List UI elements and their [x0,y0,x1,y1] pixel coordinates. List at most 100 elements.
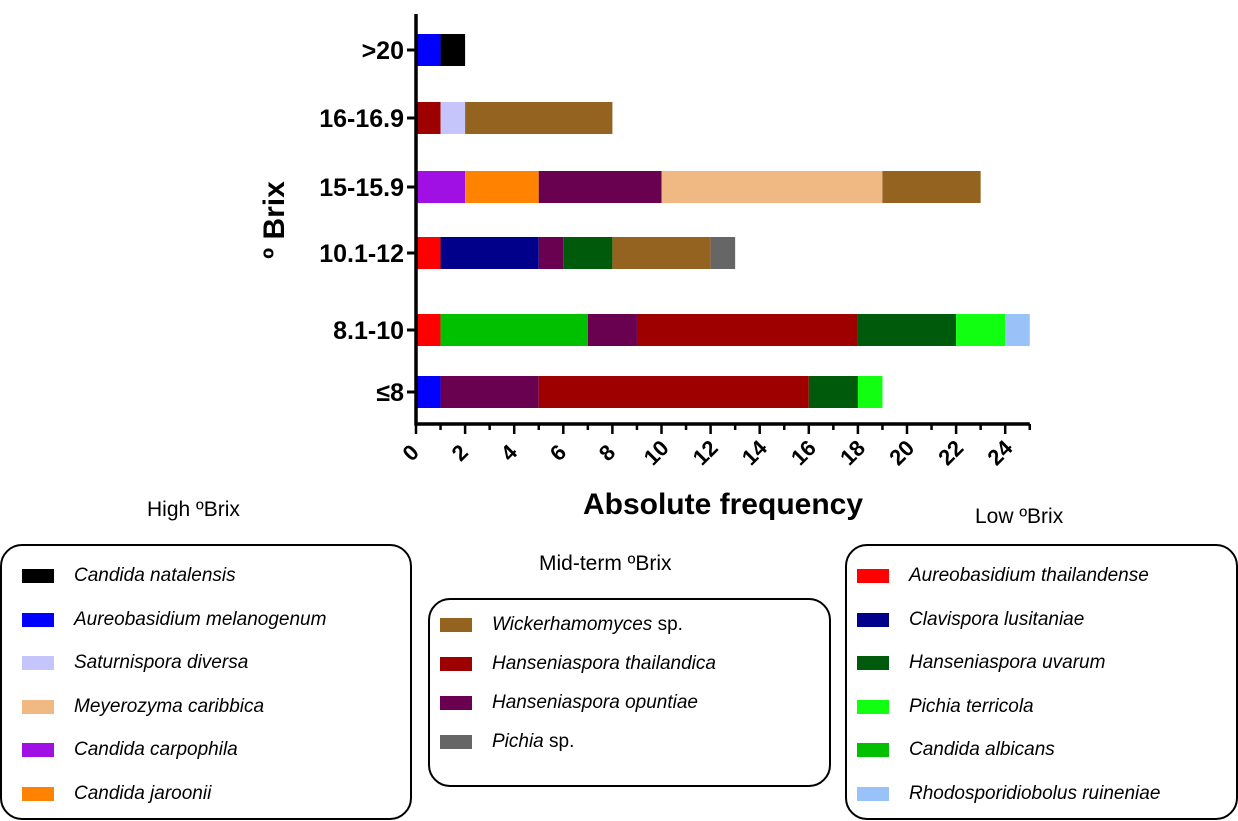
bar-segment-meyerozyma-caribbica [661,171,883,203]
y-tick-label: 15-15.9 [319,174,404,202]
legend-swatch [22,569,54,583]
legend-label: Rhodosporidiobolus ruineniae [909,783,1160,805]
legend-swatch [440,618,472,632]
legend-label: Wickerhamomyces sp. [492,614,683,636]
legend-species-name: Rhodosporidiobolus ruineniae [909,782,1161,804]
legend-item: Pichia terricola [857,696,1034,718]
legend-item: Candida jaroonii [22,783,211,805]
bar-segment-hanseniaspora-opuntiae [538,237,564,269]
legend-swatch [857,612,889,627]
legend-swatch [857,656,889,670]
y-tick-label: >20 [362,37,404,65]
bar-segment-hanseniaspora-uvarum [563,237,613,269]
legend-species-name: Pichia terricola [909,695,1034,717]
legend-item: Aureobasidium melanogenum [22,609,326,631]
y-tick-label: 8.1-10 [333,317,404,345]
legend-species-name: Hanseniaspora thailandica [492,653,716,674]
legend-item: Meyerozyma caribbica [22,696,264,718]
legend-item: Clavispora lusitaniae [857,609,1084,631]
legend-label: Saturnispora diversa [74,652,248,674]
legend-species-name: Aureobasidium thailandense [909,565,1149,586]
bars-group [416,34,1030,408]
legend-item: Candida natalensis [22,565,236,587]
legend-label: Candida carpophila [74,739,238,761]
legend-item: Rhodosporidiobolus ruineniae [857,783,1160,805]
legend-mid-heading: Mid-term ºBrix [539,552,672,575]
bar-segment-aureobasidium-thailandense [416,237,441,269]
bar-segment-hanseniaspora-uvarum [857,314,957,346]
legend-species-name: Pichia [492,731,544,752]
x-tick-label: 6 [545,440,571,466]
bar-segment-hanseniaspora-thailandica [416,102,441,134]
legend-item: Aureobasidium thailandense [857,565,1149,587]
bar-segment-wickerhamomyces-sp [612,237,711,269]
legend-species-name: Hanseniaspora uvarum [909,652,1106,673]
y-tick-label: 16-16.9 [319,105,404,133]
bar-segment-rhodosporidiobolus-ruineniae [1005,314,1030,346]
legend-swatch [857,699,889,714]
x-tick-label: 14 [737,435,773,471]
legend-label: Candida jaroonii [74,783,211,805]
bar-segment-candida-carpophila [416,171,466,203]
legend-label: Aureobasidium melanogenum [74,609,326,631]
bar-segment-hanseniaspora-uvarum [808,376,858,408]
legend-label: Clavispora lusitaniae [909,609,1084,631]
legend-swatch [22,743,54,757]
legend-species-name: Candida albicans [909,739,1055,760]
y-axis-title: º Brix [258,181,291,259]
y-tick-label: 10.1-12 [319,240,404,268]
bar-segment-candida-natalensis [440,34,466,66]
bar-segment-hanseniaspora-opuntiae [440,376,539,408]
bar-segment-wickerhamomyces-sp [465,102,613,134]
y-tick-label: ≤8 [376,379,404,407]
legend-swatch [440,735,472,749]
bar-segment-aureobasidium-melanogenum [416,34,441,66]
legend-swatch [22,612,54,627]
bar-segment-hanseniaspora-thailandica [636,314,858,346]
legend-low-heading: Low ºBrix [975,505,1064,528]
legend-label: Pichia sp. [492,731,574,753]
x-tick-label: 18 [835,435,870,470]
legend-label: Pichia terricola [909,696,1034,718]
legend-species-name: Aureobasidium melanogenum [74,608,327,630]
legend-low-box [845,544,1238,820]
legend-swatch [857,743,889,757]
legend-species-name: Meyerozyma caribbica [74,695,265,717]
bar-segment-candida-albicans [440,314,588,346]
bar-segment-hanseniaspora-opuntiae [587,314,637,346]
legend-label: Candida natalensis [74,565,236,587]
x-tick-label: 2 [447,440,473,466]
legend-swatch [22,699,54,714]
legend-item: Hanseniaspora thailandica [440,653,716,675]
x-tick-label: 24 [982,435,1018,471]
bar-segment-pichia-sp [710,237,736,269]
legend-label: Hanseniaspora uvarum [909,652,1105,674]
bar-segment-hanseniaspora-thailandica [538,376,809,408]
legend-swatch [857,786,889,801]
legend-swatch [440,696,472,710]
x-tick-label: 4 [496,439,523,466]
x-tick-label: 0 [398,440,424,466]
legend-species-name: Clavispora lusitaniae [909,608,1085,630]
legend-label: Hanseniaspora opuntiae [492,692,698,714]
legend-item: Wickerhamomyces sp. [440,614,683,636]
legend-species-name: Saturnispora diversa [74,652,249,673]
bar-segment-hanseniaspora-opuntiae [538,171,662,203]
bar-segment-pichia-terricola [857,376,883,408]
legend-label: Hanseniaspora thailandica [492,653,716,675]
legend-species-name: Candida carpophila [74,739,238,760]
legend-species-name: Candida jaroonii [74,782,212,804]
legend-item: Candida carpophila [22,739,238,761]
legend-mid-box [428,598,831,787]
legend-swatch [440,657,472,671]
bar-segment-aureobasidium-thailandense [416,314,441,346]
legend-item: Candida albicans [857,739,1055,761]
legend-swatch [22,656,54,670]
legend-label: Meyerozyma caribbica [74,696,264,718]
legend-label: Candida albicans [909,739,1055,761]
bar-segment-aureobasidium-melanogenum [416,376,441,408]
bar-segment-wickerhamomyces-sp [882,171,981,203]
x-tick-label: 22 [933,435,968,470]
